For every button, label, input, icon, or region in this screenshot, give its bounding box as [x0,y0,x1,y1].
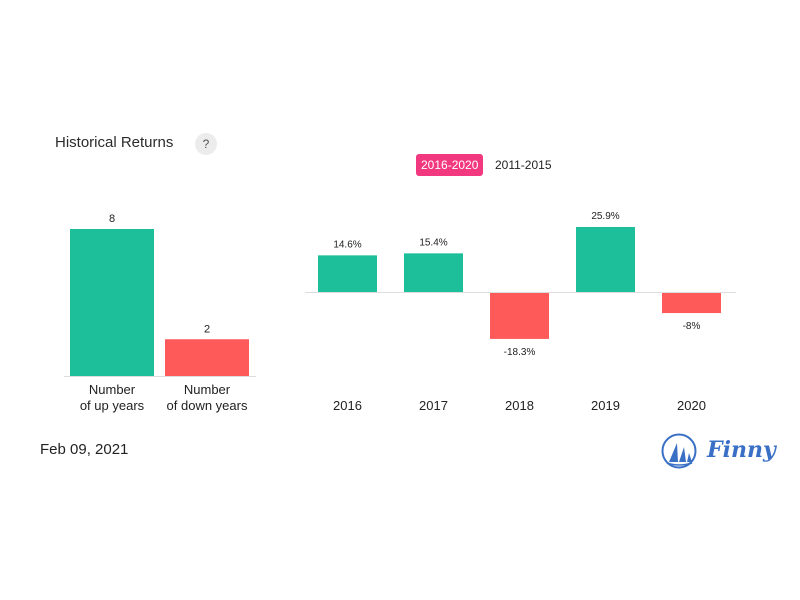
bar-2018 [490,293,549,339]
data-label: -18.3% [504,347,536,358]
bar-2020 [662,293,721,314]
as-of-date: Feb 09, 2021 [40,441,129,458]
data-label: -8% [683,321,701,332]
bar-2016 [318,255,377,292]
data-label: 14.6% [333,239,361,250]
x-tick-label: 2019 [591,398,620,413]
bar-up-years [70,229,154,376]
data-label: 8 [109,213,115,225]
x-tick-label: 2018 [505,398,534,413]
x-tick-label: Number [89,382,136,397]
x-tick-label: of down years [167,398,248,413]
data-label: 25.9% [591,211,619,222]
x-tick-label: of up years [80,398,145,413]
bar-2019 [576,227,635,292]
chart-title: Historical Returns [55,134,174,151]
x-tick-label: 2016 [333,398,362,413]
tab-2016-2020[interactable]: 2016-2020 [416,154,484,176]
bar-2017 [404,253,463,292]
x-tick-label: 2017 [419,398,448,413]
sailboat-icon [661,433,697,469]
x-tick-label: Number [184,382,231,397]
tab-2011-2015[interactable]: 2011-2015 [495,158,552,172]
help-icon[interactable]: ? [195,133,217,155]
x-tick-label: 2020 [677,398,706,413]
data-label: 15.4% [419,237,447,248]
bar-down-years [165,339,249,376]
brand-name: Finny [707,437,776,463]
data-label: 2 [204,323,210,335]
finny-logo[interactable]: Finny [661,432,776,472]
